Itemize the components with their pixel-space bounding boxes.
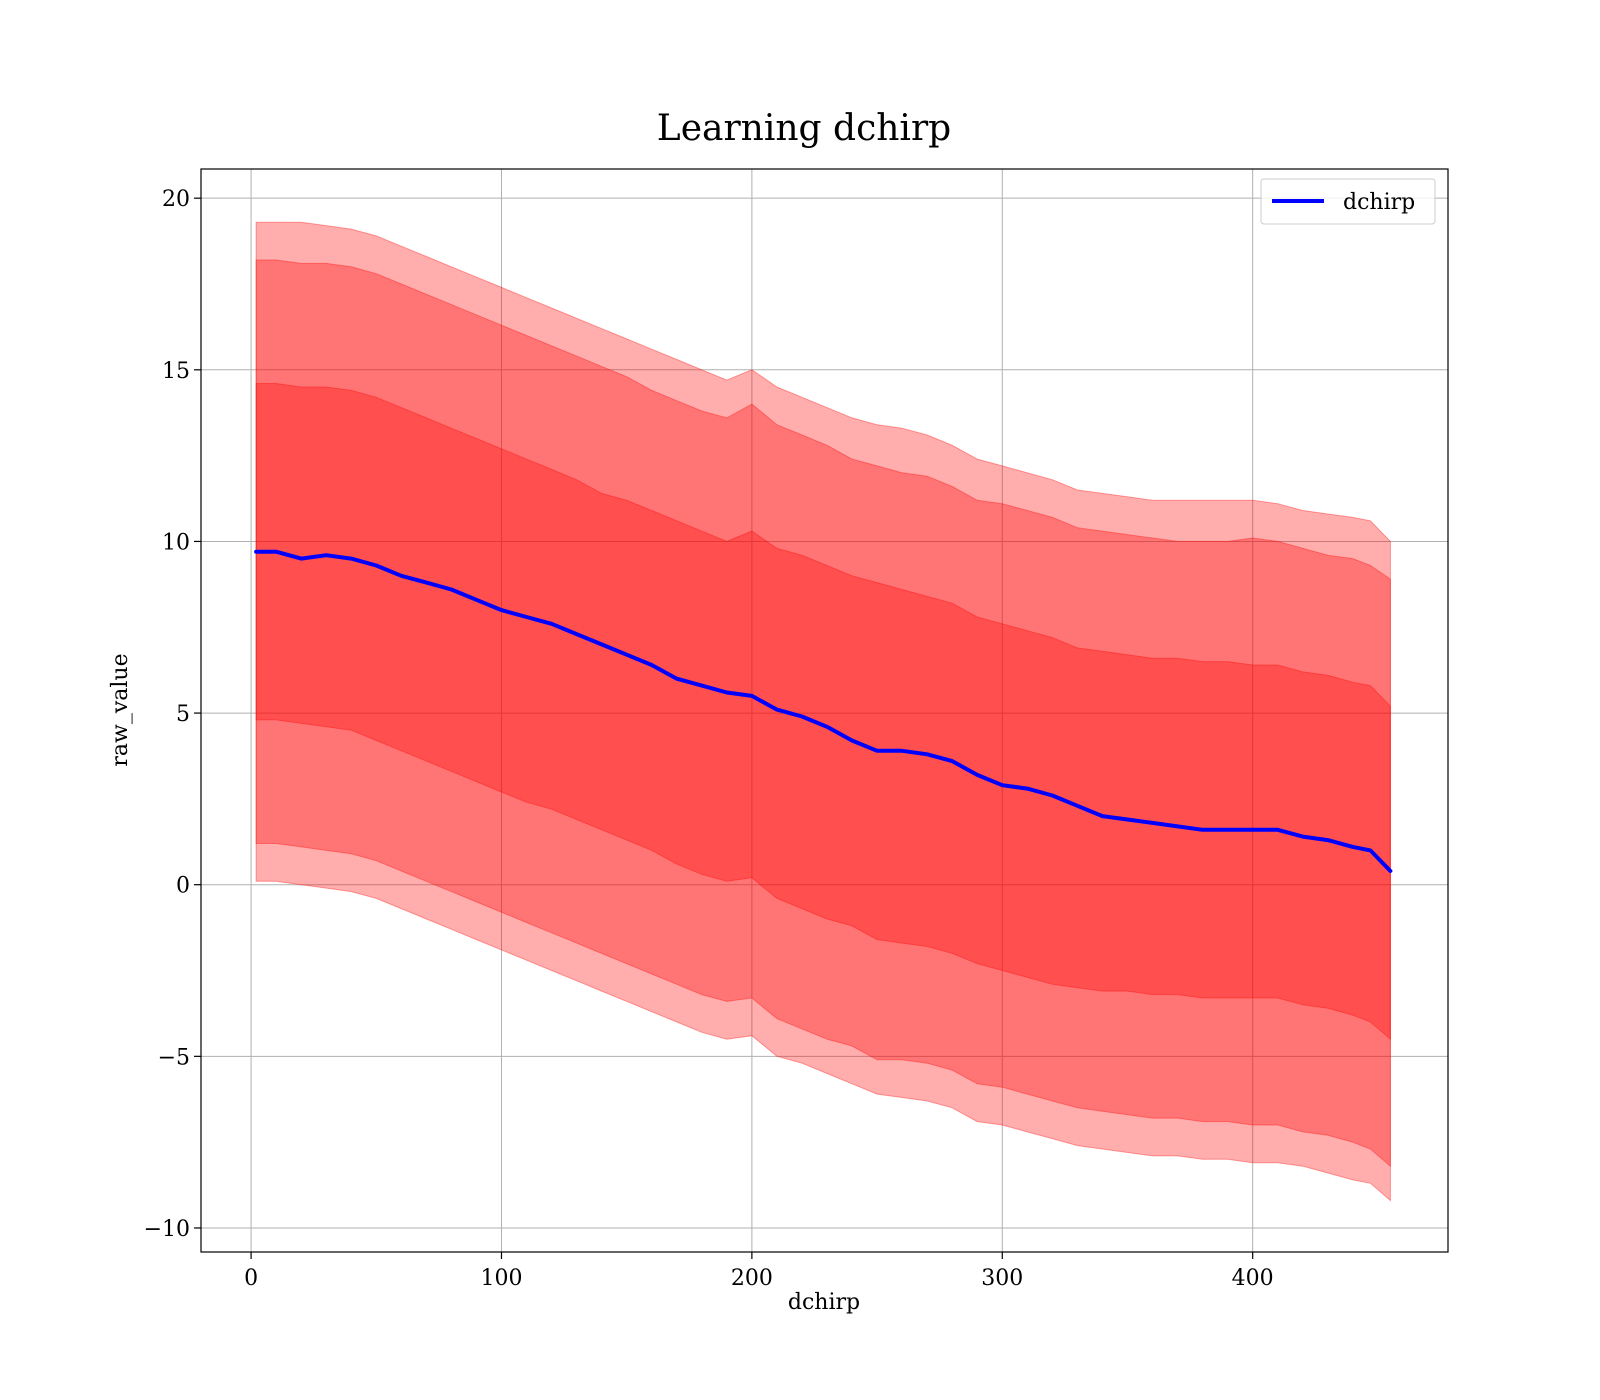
plot-frame	[200, 168, 1449, 1253]
y-axis-ticks: −10 −5 0 5 10 15 20	[144, 187, 201, 1242]
series-line-dchirp	[254, 549, 1393, 873]
y-tick-label: 10	[162, 530, 190, 555]
x-axis-label: dchirp	[788, 1290, 860, 1315]
x-tick-label: 0	[244, 1266, 258, 1291]
grid	[201, 169, 1448, 1252]
y-tick-label: 5	[176, 702, 190, 727]
legend: dchirp	[1260, 178, 1436, 225]
legend-box	[1260, 178, 1436, 225]
series-lines	[254, 549, 1393, 873]
y-tick-label: 15	[162, 359, 190, 384]
legend-label-dchirp: dchirp	[1343, 190, 1415, 215]
y-tick-label: 0	[176, 874, 190, 899]
x-tick-label: 400	[1232, 1266, 1274, 1291]
y-tick-label: −5	[158, 1045, 190, 1070]
x-axis-ticks: 0 100 200 300 400	[244, 1252, 1274, 1291]
y-tick-label: −10	[144, 1217, 190, 1242]
confidence-bands	[255, 221, 1391, 1202]
y-tick-label: 20	[162, 187, 190, 212]
band-2-sigma	[255, 259, 1391, 1168]
y-axis-label: raw_value	[108, 653, 133, 766]
chart-title: Learning dchirp	[657, 108, 951, 149]
x-tick-label: 200	[731, 1266, 773, 1291]
band-1-sigma	[255, 383, 1391, 1041]
band-3-sigma	[255, 221, 1391, 1202]
x-tick-label: 300	[981, 1266, 1023, 1291]
x-tick-label: 100	[480, 1266, 522, 1291]
